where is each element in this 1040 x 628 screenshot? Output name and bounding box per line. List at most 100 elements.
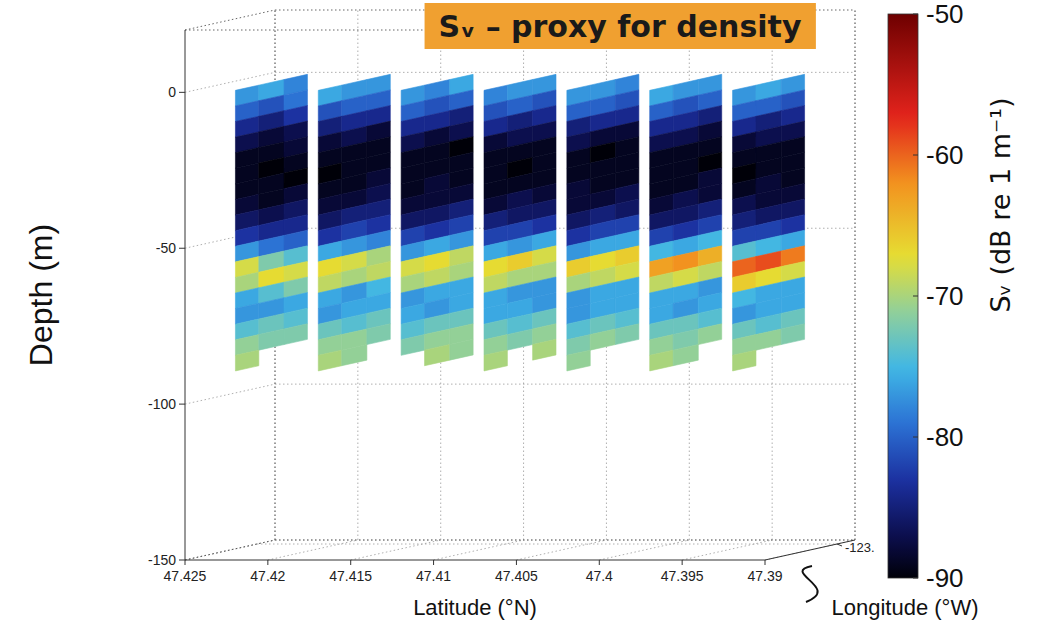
grid-line [185,540,275,560]
colorbar-title: Sᵥ (dB re 1 m⁻¹) [985,97,1016,312]
tick-label: -50 [156,240,176,256]
frame [185,10,855,560]
tick [179,248,185,249]
tick-label: 47.415 [329,568,372,584]
sv-cell [698,324,721,345]
grid-line [268,540,358,560]
sv-cell [567,350,590,371]
tick [516,560,517,565]
sv-cell [484,350,507,371]
tick-label: 0 [168,84,176,100]
tick-label: -50 [926,0,964,29]
curtain [235,74,307,371]
curtain [567,74,639,371]
tick [765,560,766,565]
tick-label: -90 [926,563,964,593]
colorbar-scale [888,14,918,578]
axis-title: Depth (m) [23,224,59,366]
tick [350,560,351,565]
tick-label: 47.4 [586,568,613,584]
grid-line [434,540,524,560]
tick [179,404,185,405]
tick [267,560,268,565]
sv-cell [781,324,804,345]
tick-label: -150 [148,552,176,568]
frame-edge [275,540,855,541]
tick [837,544,842,546]
axes: 0 -50 -100 -15047.425 47.42 47.415 47.41 47.405… [148,30,875,584]
curtain [733,74,805,371]
tick [179,92,185,93]
tick [913,578,918,579]
tick-label: -60 [926,140,964,170]
title: Sᵥ – proxy for density [439,9,802,44]
grid-line [682,540,772,560]
grid-line [275,540,855,541]
grid-line [855,10,856,540]
axis-title: Longitude (°W) [832,595,979,620]
title-background [425,3,816,49]
tick [913,296,918,297]
grid-line [351,540,441,560]
x-axis [185,560,765,561]
sv-cell [235,350,258,371]
grid-line [765,540,855,560]
sv-cell [615,324,638,345]
tick-label: 47.39 [747,568,782,584]
tick [682,560,683,565]
grid-line [185,540,275,560]
sv-cell [533,339,556,360]
frame-edge [185,540,275,560]
curtain [401,74,473,365]
tick-label: 47.405 [495,568,538,584]
sv-cell [450,339,473,360]
sv-cell [342,345,367,366]
chart: 0 -50 -100 -15047.425 47.42 47.415 47.41 47.405… [0,0,1040,628]
sv-cell [401,335,424,356]
tick [913,155,918,156]
tick-label: -70 [926,281,964,311]
pointer [802,566,817,602]
sv-cell [425,345,450,366]
sv-cell [650,350,673,371]
axis-title: Latitude (°N) [413,595,537,620]
grid-line [599,540,689,560]
tick-label: 47.42 [250,568,285,584]
sv-cell [590,329,615,350]
y-axis [185,30,186,560]
z-axis [765,540,855,560]
sv-cell [284,324,307,345]
tick [913,437,918,438]
grid-line [185,384,275,404]
sv-cell [259,329,284,350]
curtains [235,74,804,371]
grid-line [275,384,855,385]
grid-line [516,540,606,560]
sv-cell [318,350,341,371]
tick-label: -123. [845,540,875,555]
sv-cell [733,350,756,371]
tick-label: 47.41 [416,568,451,584]
title-box: Sᵥ – proxy for density [425,3,816,49]
tick [185,560,186,565]
tick [179,560,185,561]
grid [185,10,855,560]
tick-label: 47.395 [661,568,704,584]
frame-edge [185,10,275,30]
curtain [318,74,390,371]
tick [599,560,600,565]
tick [913,14,918,15]
tick [433,560,434,565]
grid-line [257,544,837,545]
grid-line [275,72,855,73]
sv-cell [756,329,781,350]
sv-cell [367,324,390,345]
tick-label: -100 [148,396,176,412]
tick-label: -80 [926,422,964,452]
tick-label: 47.425 [164,568,207,584]
curtain [650,74,722,371]
sv-cell [507,329,532,350]
colorbar: -50 -60 -70 -80 -90 Sᵥ (dB re 1 m⁻¹) [888,0,1016,593]
curtain [484,74,556,371]
frame-edge [855,10,856,540]
